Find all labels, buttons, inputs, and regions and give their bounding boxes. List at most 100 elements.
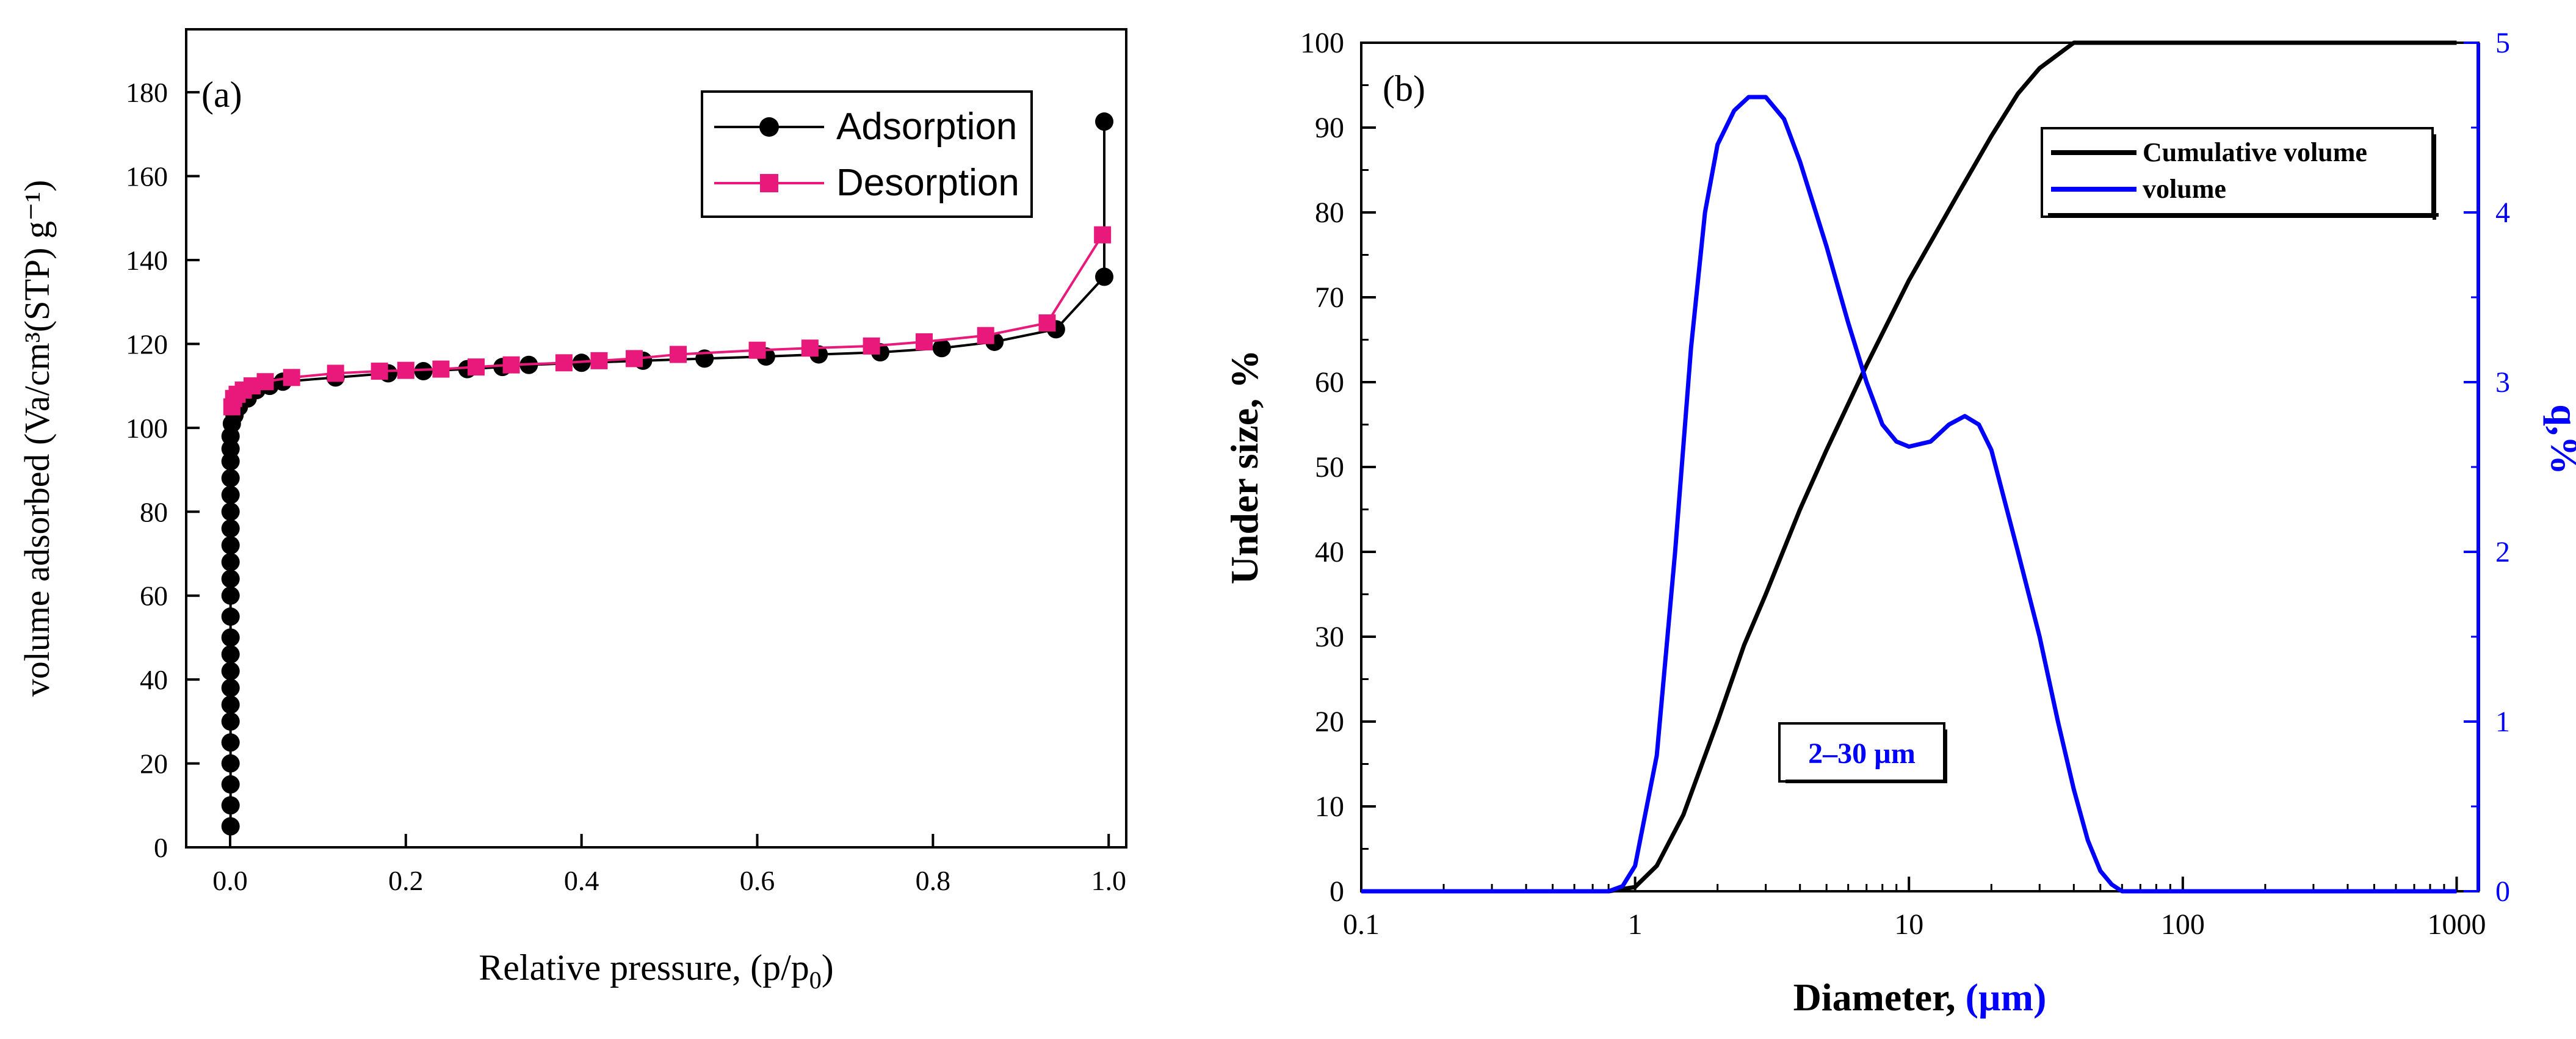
series-line-adsorption [229,121,1106,827]
point-desorption [327,364,344,382]
y-tick-label-b-left: 90 [1315,112,1344,144]
point-adsorption [221,519,240,538]
y-tick-label-b-right: 4 [2495,197,2510,229]
point-desorption [371,363,388,380]
panel-label-a: (a) [201,74,242,115]
point-adsorption [221,796,240,815]
x-tick-label-b: 10 [1894,908,1923,941]
y-tick-label-b-right: 1 [2495,706,2510,738]
point-desorption [1094,226,1112,244]
y-tick-label-b-left: 50 [1315,451,1344,483]
point-adsorption [221,662,240,681]
x-axis-title-b-black: Diameter, [1793,976,1966,1019]
y-tick-label-b-right: 0 [2495,875,2510,908]
legend-box-a [701,90,1033,218]
legend-b: Cumulative volume volume [2041,127,2439,220]
point-adsorption [221,502,240,521]
annotation-range: 2–30 µm [1778,722,1947,783]
point-adsorption [221,536,240,555]
x-axis-title-a-main: Relative pressure, (p/p [479,947,809,988]
point-desorption [397,361,414,379]
point-adsorption [221,469,240,488]
y-tick-label-b-left: 80 [1315,197,1344,229]
point-adsorption [221,628,240,647]
y-tick-label-b-left: 20 [1315,706,1344,738]
point-desorption [669,346,687,363]
point-adsorption [221,452,240,471]
y-tick-label-a: 0 [154,832,168,863]
y-axis-title-b-left: Under size, % [1223,350,1266,585]
x-axis-title-a-close: ) [822,947,834,988]
legend-label-desorption: Desorption [836,162,1019,204]
point-adsorption [221,775,240,794]
series-line-desorption [230,234,1104,407]
x-tick-label-b: 1 [1628,908,1643,941]
x-tick-label-b: 0.1 [1343,908,1380,941]
x-tick-label-a: 0.6 [740,865,775,896]
y-tick-label-a: 100 [126,413,168,444]
data-series-b [1361,40,2457,894]
y-tick-label-b-left: 100 [1300,27,1344,59]
point-adsorption [932,339,951,358]
point-desorption [748,341,766,359]
point-adsorption [221,712,240,731]
y-tick-label-b-right: 2 [2495,536,2510,568]
legend-label-volume: volume [2143,174,2226,204]
point-adsorption [221,485,240,504]
point-adsorption [414,362,433,381]
y-tick-label-a: 60 [140,581,168,612]
point-desorption [801,339,819,357]
point-adsorption [221,678,240,697]
point-adsorption [221,586,240,605]
point-desorption [283,369,300,386]
point-desorption [502,356,520,374]
point-desorption [915,333,933,350]
point-desorption [1038,314,1056,332]
y-tick-label-a: 80 [140,496,168,527]
x-tick-label-a: 0.4 [564,865,599,896]
y-tick-label-a: 20 [140,748,168,780]
y-tick-label-b-left: 60 [1315,366,1344,399]
point-adsorption [221,552,240,571]
y-axis-title-a: volume adsorbed (Va/cm³(STP) g⁻¹) [17,180,57,697]
panel-a: 0.0 0.2 0.4 0.6 0.8 1.0 0 20 40 60 80 100 120 140 160 1… [17,28,1127,994]
y-axis-title-b-right: q,% [2543,404,2576,475]
y-tick-label-a: 40 [140,664,168,695]
point-desorption [467,358,485,376]
x-axis-title-b: Diameter, (µm) [1793,976,2047,1019]
panel-b: 0.1 1 10 100 1000010203040506070809010001234… [1223,27,2576,1019]
point-adsorption [1095,112,1114,131]
x-axis-title-a: Relative pressure, (p/p0) [479,947,833,994]
x-tick-label-b: 100 [2161,908,2205,941]
point-adsorption [221,440,240,458]
point-adsorption [221,754,240,773]
x-axis-title-b-blue: (µm) [1966,976,2047,1019]
y-tick-label-a: 180 [126,77,168,108]
legend-label-cumulative: Cumulative volume [2143,137,2367,167]
point-adsorption [1095,267,1114,286]
axis-ticks-a: 0.0 0.2 0.4 0.6 0.8 1.0 0 20 40 60 80 100 120 140 160 1… [126,77,1126,896]
point-adsorption [221,733,240,752]
point-desorption [223,398,241,416]
x-axis-title-a-sub: 0 [809,966,822,994]
x-tick-label-a: 0.8 [916,865,951,896]
panel-label-b: (b) [1383,68,1425,109]
point-adsorption [221,695,240,714]
series-line-volume [1361,95,2457,894]
y-tick-label-b-left: 40 [1315,536,1344,568]
legend-marker-adsorption [759,117,779,137]
point-desorption [432,360,450,378]
y-tick-label-a: 140 [126,245,168,276]
series-line-cumulative-volume [1361,40,2457,894]
legend-a: Adsorption Desorption [701,90,1033,218]
point-desorption [977,327,994,344]
point-adsorption [221,570,240,588]
y-tick-label-a: 160 [126,161,168,192]
legend-marker-desorption [760,174,778,192]
y-tick-label-b-left: 70 [1315,281,1344,314]
point-adsorption [221,645,240,664]
y-tick-label-a: 120 [126,328,168,360]
legend-box-b [2041,127,2434,218]
annotation-box [1778,722,1945,783]
